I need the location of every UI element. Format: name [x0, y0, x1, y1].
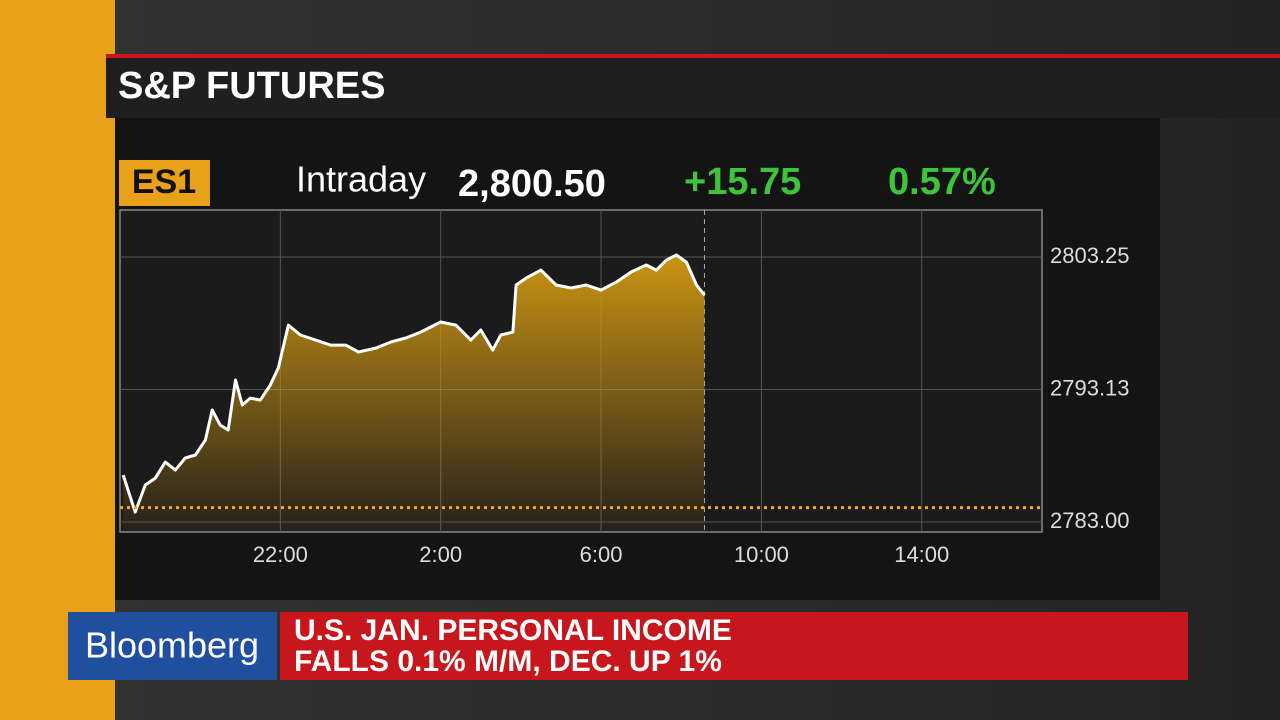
header-rule	[106, 54, 1280, 58]
y-tick-label: 2783.00	[1050, 508, 1130, 533]
headline-line: FALLS 0.1% M/M, DEC. UP 1%	[294, 645, 722, 678]
area	[123, 255, 705, 532]
price: 2,800.50	[458, 163, 606, 205]
headline-line: U.S. JAN. PERSONAL INCOME	[294, 614, 732, 647]
x-tick-label: 6:00	[580, 542, 623, 567]
ticker-label: Intraday	[296, 159, 426, 200]
price-line	[121, 253, 706, 514]
x-tick-label: 22:00	[253, 542, 308, 567]
brand: Bloomberg	[85, 625, 259, 666]
headline-box	[280, 612, 1188, 680]
change: +15.75	[684, 161, 801, 203]
header-bar	[106, 58, 1280, 118]
brand-box	[68, 612, 277, 680]
side-band	[0, 0, 115, 720]
x-tick-label: 14:00	[894, 542, 949, 567]
symbol: ES1	[132, 163, 196, 201]
symbol-box	[119, 160, 210, 206]
x-tick-label: 2:00	[419, 542, 462, 567]
percent: 0.57%	[888, 161, 996, 203]
y-tick-label: 2793.13	[1050, 375, 1130, 400]
header-title: S&P FUTURES	[118, 65, 385, 107]
y-tick-label: 2803.25	[1050, 243, 1130, 268]
x-tick-label: 10:00	[734, 542, 789, 567]
